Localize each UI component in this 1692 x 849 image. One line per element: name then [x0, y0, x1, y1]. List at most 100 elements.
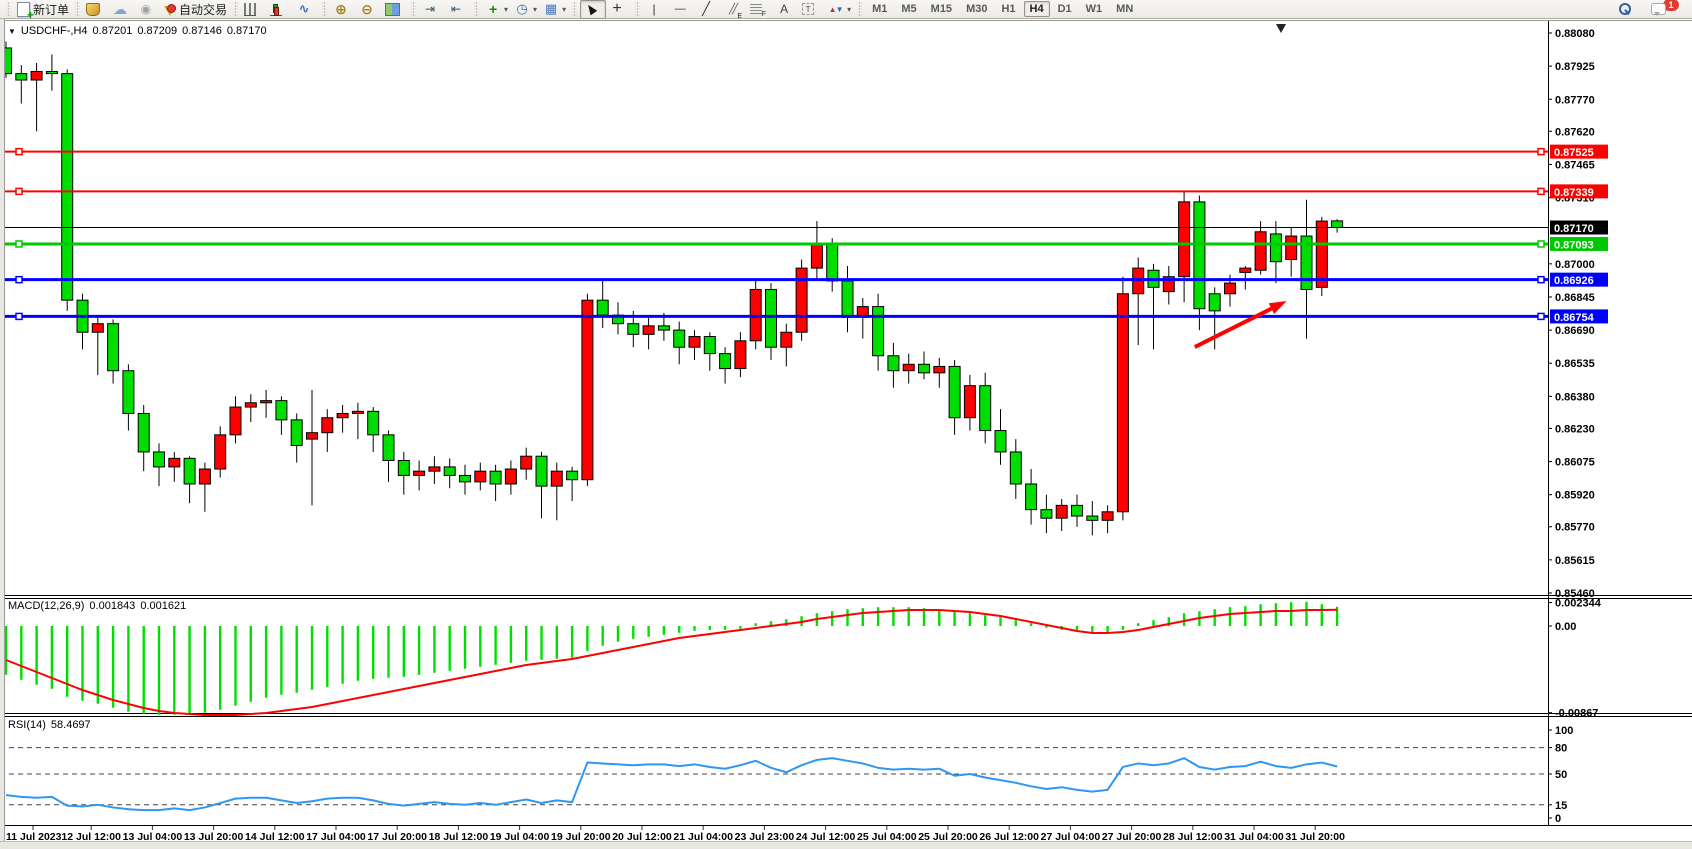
time-label[interactable]: 20 Jul 12:00: [612, 831, 672, 842]
line-handle[interactable]: [15, 187, 23, 196]
time-label[interactable]: 25 Jul 04:00: [857, 831, 917, 842]
time-label[interactable]: 19 Jul 04:00: [490, 831, 550, 842]
auto-trading-button[interactable]: 自动交易: [161, 0, 230, 19]
chart-header: USDCHF-,H4 0.87201 0.87209 0.87146 0.87170: [8, 25, 272, 37]
time-label[interactable]: 21 Jul 04:00: [673, 831, 733, 842]
trendline-button[interactable]: [695, 0, 721, 19]
price-badge[interactable]: [1550, 220, 1608, 235]
time-label[interactable]: 19 Jul 20:00: [551, 831, 611, 842]
macd-value-main: 0.001843: [89, 600, 136, 612]
price-badge[interactable]: [1550, 184, 1608, 199]
timeframe-m15[interactable]: M15: [930, 3, 953, 15]
candlestick: [1025, 483, 1038, 511]
terminal-button[interactable]: [135, 0, 161, 19]
chart-shift-marker[interactable]: [1276, 24, 1286, 33]
bar-chart-button[interactable]: [241, 0, 267, 19]
time-label[interactable]: 17 Jul 20:00: [367, 831, 427, 842]
time-label[interactable]: 24 Jul 12:00: [796, 831, 856, 842]
timeframe-m5[interactable]: M5: [901, 3, 917, 15]
timeframe-d1[interactable]: D1: [1057, 3, 1072, 15]
toolbar-grip: [322, 2, 328, 16]
time-label[interactable]: 26 Jul 12:00: [979, 831, 1039, 842]
line-handle[interactable]: [1537, 147, 1545, 156]
timeframe-h4[interactable]: H4: [1023, 1, 1050, 17]
fibonacci-button[interactable]: [747, 0, 773, 19]
cursor-button[interactable]: [580, 0, 607, 19]
time-label[interactable]: 25 Jul 20:00: [918, 831, 978, 842]
price-tick-label: 0.87620: [1555, 126, 1595, 138]
time-label[interactable]: 13 Jul 20:00: [184, 831, 244, 842]
line-handle[interactable]: [15, 147, 23, 156]
arrows-button[interactable]: ▾: [825, 0, 854, 19]
price-badge[interactable]: [1550, 272, 1608, 287]
chart-shift-button[interactable]: [445, 0, 471, 19]
chevron-down-icon[interactable]: ▾: [533, 4, 538, 14]
text-label-button[interactable]: [799, 0, 825, 19]
time-label[interactable]: 28 Jul 12:00: [1163, 831, 1223, 842]
auto-scroll-button[interactable]: [419, 0, 445, 19]
search-button[interactable]: [1616, 0, 1642, 19]
line-handle[interactable]: [1537, 275, 1545, 284]
rsi-tick-label: 100: [1555, 725, 1573, 737]
notifications-button[interactable]: 1: [1648, 0, 1683, 19]
time-label[interactable]: 13 Jul 04:00: [123, 831, 183, 842]
arrow-annotation-head[interactable]: [1268, 301, 1287, 315]
chevron-down-icon[interactable]: ▾: [847, 4, 852, 14]
chevron-down-icon[interactable]: ▾: [504, 4, 509, 14]
text-button[interactable]: [773, 0, 799, 19]
line-chart-button[interactable]: [293, 0, 319, 19]
time-label[interactable]: 12 Jul 12:00: [61, 831, 121, 842]
time-label[interactable]: 11 Jul 2023: [6, 831, 62, 842]
periods-button[interactable]: ▾: [511, 0, 540, 19]
time-label[interactable]: 18 Jul 12:00: [429, 831, 489, 842]
navigator-button[interactable]: [109, 0, 135, 19]
candlestick: [994, 430, 1007, 453]
candlestick-chart-button[interactable]: [267, 0, 293, 19]
time-label[interactable]: 23 Jul 23:00: [735, 831, 795, 842]
cursor-icon: [583, 1, 599, 17]
line-handle[interactable]: [15, 240, 23, 248]
zoom-out-button[interactable]: [356, 0, 382, 19]
timeframe-w1[interactable]: W1: [1085, 3, 1103, 15]
timeframe-h1[interactable]: H1: [1001, 3, 1016, 15]
equidistant-channel-button[interactable]: [721, 0, 747, 20]
time-label[interactable]: 31 Jul 20:00: [1285, 831, 1345, 842]
candlestick: [306, 432, 318, 440]
time-label[interactable]: 17 Jul 04:00: [306, 831, 366, 842]
chart-expander-icon[interactable]: [8, 25, 16, 37]
templates-button[interactable]: ▾: [540, 0, 569, 19]
toolbar-grip: [572, 2, 578, 16]
arrow-annotation-shaft[interactable]: [1193, 306, 1273, 349]
ohlc-high: 0.87209: [137, 25, 178, 37]
line-handle[interactable]: [1537, 240, 1545, 248]
market-watch-button[interactable]: [83, 0, 109, 19]
price-badge[interactable]: [1550, 309, 1608, 324]
chevron-down-icon[interactable]: ▾: [562, 4, 567, 14]
price-badge[interactable]: [1550, 236, 1608, 251]
line-handle[interactable]: [15, 312, 23, 321]
vertical-line-button[interactable]: [643, 0, 669, 19]
line-handle[interactable]: [15, 275, 23, 284]
time-label[interactable]: 31 Jul 04:00: [1224, 831, 1284, 842]
candlestick: [520, 455, 533, 470]
indicators-button[interactable]: ▾: [482, 0, 511, 19]
shapes-icon: [828, 1, 844, 17]
candlestick: [1009, 451, 1022, 485]
horizontal-line-button[interactable]: [669, 0, 695, 19]
line-handle[interactable]: [1537, 187, 1545, 196]
new-order-button[interactable]: 新订单: [14, 0, 72, 21]
time-label[interactable]: 27 Jul 04:00: [1041, 831, 1101, 842]
rsi-tick-label: 80: [1555, 743, 1567, 755]
tile-windows-button[interactable]: [382, 0, 408, 19]
timeframe-mn[interactable]: MN: [1116, 3, 1134, 15]
timeframe-m30[interactable]: M30: [966, 3, 988, 15]
price-badge[interactable]: [1550, 144, 1608, 159]
time-label[interactable]: 27 Jul 20:00: [1102, 831, 1162, 842]
chartshift-icon: [448, 1, 464, 17]
time-label[interactable]: 14 Jul 12:00: [245, 831, 305, 842]
line-handle[interactable]: [1537, 312, 1545, 321]
crosshair-button[interactable]: [606, 0, 632, 19]
zoom-in-button[interactable]: [330, 0, 356, 19]
chart-area[interactable]: 0.88080 0.87925 0.87770 0.87620 0.87465 0.873…: [0, 19, 1692, 842]
timeframe-m1[interactable]: M1: [872, 3, 888, 15]
